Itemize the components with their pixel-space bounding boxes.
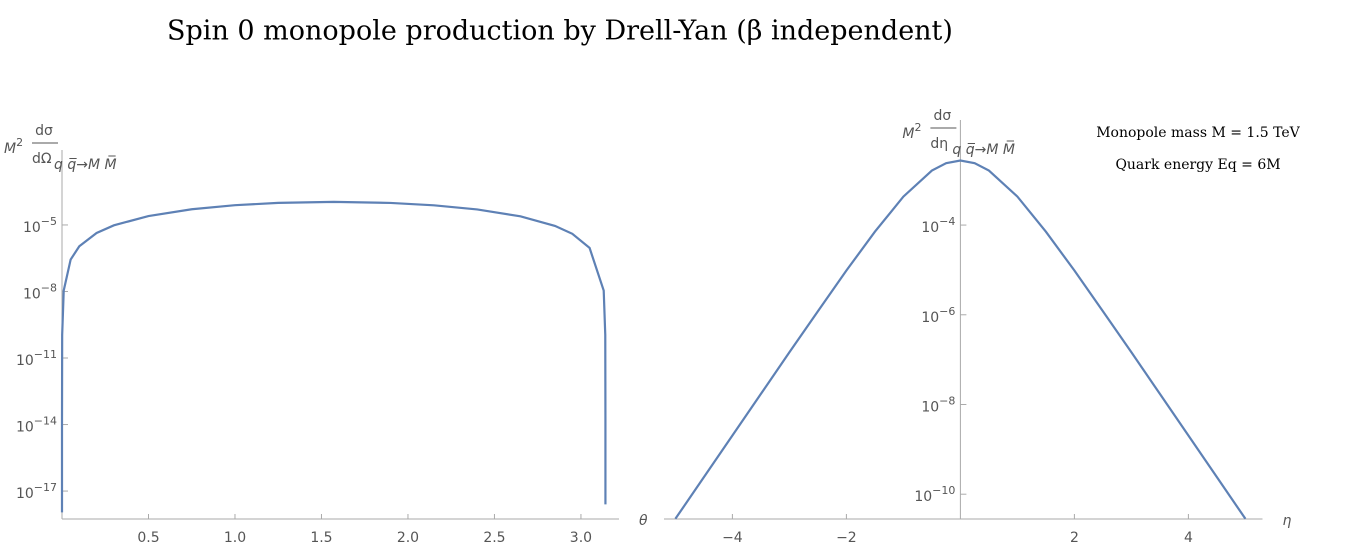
y-label-subscript: q q̅→M M̅	[952, 140, 1015, 158]
x-tick-label: −4	[722, 530, 743, 545]
y-label-subscript: q q̅→M M̅	[54, 155, 117, 173]
x-tick-label: 1.0	[224, 530, 246, 545]
annotation: Quark energy Eq = 6M	[1115, 157, 1280, 173]
y-label-factor: M2	[902, 121, 921, 142]
x-tick-label: 3.0	[570, 530, 592, 545]
y-label-factor: M2	[4, 136, 23, 157]
y-label-numerator: dσ	[35, 123, 53, 139]
y-label-denominator: dΩ	[32, 151, 52, 167]
annotation: Monopole mass M = 1.5 TeV	[1096, 125, 1300, 141]
x-tick-label: 2	[1070, 530, 1079, 545]
y-tick-label: 10−11	[16, 348, 57, 369]
x-axis-label: θ	[639, 513, 648, 529]
data-line	[60, 200, 607, 513]
x-tick-label: 2.0	[397, 530, 419, 545]
y-tick-label: 10−14	[16, 415, 57, 436]
x-tick-label: −2	[836, 530, 857, 545]
x-axis-label: η	[1283, 513, 1292, 529]
y-tick-label: 10−17	[16, 481, 57, 502]
y-label-numerator: dσ	[934, 108, 952, 124]
x-tick-label: 1.5	[310, 530, 332, 545]
y-tick-label: 10−6	[921, 305, 955, 326]
y-tick-label: 10−5	[23, 215, 57, 236]
y-tick-label: 10−10	[914, 484, 955, 505]
data-line	[674, 159, 1247, 520]
y-tick-label: 10−8	[23, 281, 57, 302]
y-tick-label: 10−8	[921, 394, 955, 415]
figure-title: Spin 0 monopole production by Drell-Yan …	[167, 16, 953, 47]
x-tick-label: 2.5	[483, 530, 505, 545]
y-tick-label: 10−4	[921, 215, 955, 236]
y-label-denominator: dη	[930, 136, 948, 152]
x-tick-label: 4	[1184, 530, 1193, 545]
x-tick-label: 0.5	[137, 530, 159, 545]
